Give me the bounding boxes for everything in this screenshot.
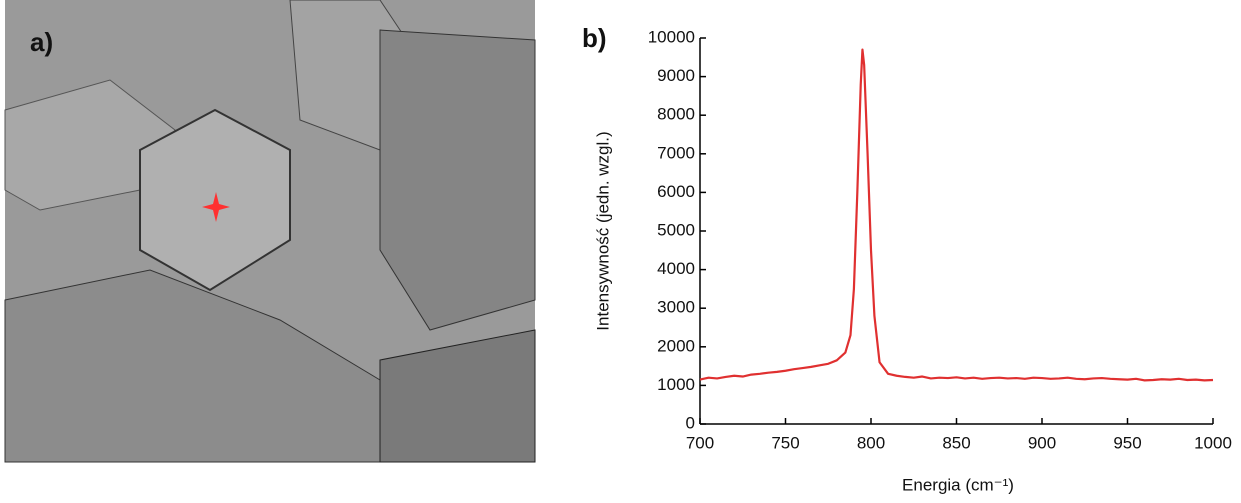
y-axis-title: Intensywność (jedn. wzgl.) [593,131,612,330]
y-tick-label: 3000 [657,298,695,317]
x-axis-title: Energia (cm⁻¹) [902,475,1014,494]
y-tick-label: 10000 [648,27,695,46]
x-tick-label: 750 [771,433,799,452]
y-tick-label: 1000 [657,375,695,394]
x-tick-label: 700 [686,433,714,452]
x-tick-label: 850 [942,433,970,452]
panel-label: a) [30,27,53,57]
x-tick-label: 950 [1113,433,1141,452]
x-tick-label: 900 [1028,433,1056,452]
measurement-point [202,192,230,222]
terraces [379,29,536,331]
y-tick-label: 9000 [657,66,695,85]
terraces [379,329,536,463]
y-tick-label: 5000 [657,220,695,239]
y-tick-label: 6000 [657,182,695,201]
y-tick-label: 7000 [657,143,695,162]
y-tick-label: 8000 [657,105,695,124]
y-tick-label: 0 [686,413,695,432]
panel-label: b) [582,23,607,53]
spectrum-line [699,48,1214,382]
y-tick-label: 4000 [657,259,695,278]
x-tick-label: 1000 [1194,433,1232,452]
y-tick-label: 2000 [657,336,695,355]
x-tick-label: 800 [857,433,885,452]
micrograph: a) [4,0,536,463]
